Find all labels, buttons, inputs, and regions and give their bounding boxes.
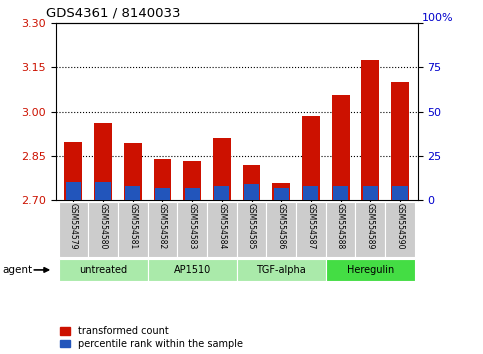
Bar bbox=[124, 143, 142, 200]
Bar bbox=[237, 259, 326, 281]
Bar bbox=[148, 259, 237, 281]
Legend: transformed count, percentile rank within the sample: transformed count, percentile rank withi… bbox=[60, 326, 243, 349]
Text: agent: agent bbox=[2, 265, 32, 275]
Bar bbox=[361, 60, 379, 200]
Bar bbox=[96, 182, 111, 200]
Bar bbox=[272, 183, 290, 200]
Bar bbox=[355, 202, 385, 257]
Text: GSM554583: GSM554583 bbox=[187, 204, 197, 250]
Bar bbox=[64, 142, 82, 200]
Text: GSM554580: GSM554580 bbox=[99, 204, 108, 250]
Bar bbox=[148, 202, 177, 257]
Text: Heregulin: Heregulin bbox=[347, 265, 394, 275]
Text: GSM554585: GSM554585 bbox=[247, 204, 256, 250]
Bar bbox=[125, 186, 141, 200]
Bar bbox=[332, 95, 350, 200]
Bar bbox=[177, 202, 207, 257]
Bar bbox=[207, 202, 237, 257]
Text: GDS4361 / 8140033: GDS4361 / 8140033 bbox=[46, 6, 180, 19]
Text: GSM554587: GSM554587 bbox=[306, 204, 315, 250]
Bar bbox=[242, 165, 260, 200]
Bar bbox=[185, 188, 199, 200]
Bar bbox=[58, 202, 88, 257]
Text: GSM554581: GSM554581 bbox=[128, 204, 137, 250]
Bar bbox=[326, 259, 415, 281]
Text: GSM554590: GSM554590 bbox=[396, 204, 404, 250]
Bar bbox=[363, 186, 378, 200]
Bar bbox=[392, 186, 408, 200]
Bar bbox=[391, 82, 409, 200]
Bar bbox=[213, 138, 231, 200]
Bar bbox=[88, 202, 118, 257]
Text: GSM554588: GSM554588 bbox=[336, 204, 345, 250]
Bar bbox=[303, 186, 318, 200]
Bar bbox=[66, 182, 81, 200]
Bar bbox=[214, 186, 229, 200]
Bar bbox=[385, 202, 415, 257]
Text: GSM554589: GSM554589 bbox=[366, 204, 375, 250]
Text: untreated: untreated bbox=[79, 265, 127, 275]
Bar bbox=[274, 188, 289, 200]
Text: GSM554584: GSM554584 bbox=[217, 204, 227, 250]
Bar bbox=[118, 202, 148, 257]
Bar bbox=[58, 259, 148, 281]
Bar bbox=[333, 186, 348, 200]
Bar bbox=[296, 202, 326, 257]
Text: 100%: 100% bbox=[421, 13, 453, 23]
Text: GSM554586: GSM554586 bbox=[277, 204, 286, 250]
Bar bbox=[183, 161, 201, 200]
Bar bbox=[266, 202, 296, 257]
Bar bbox=[237, 202, 266, 257]
Bar bbox=[244, 184, 259, 200]
Bar bbox=[94, 123, 112, 200]
Text: GSM554579: GSM554579 bbox=[69, 204, 78, 250]
Text: TGF-alpha: TGF-alpha bbox=[256, 265, 306, 275]
Text: GSM554582: GSM554582 bbox=[158, 204, 167, 250]
Bar bbox=[326, 202, 355, 257]
Bar bbox=[302, 116, 320, 200]
Text: AP1510: AP1510 bbox=[173, 265, 211, 275]
Bar bbox=[154, 159, 171, 200]
Bar bbox=[155, 188, 170, 200]
